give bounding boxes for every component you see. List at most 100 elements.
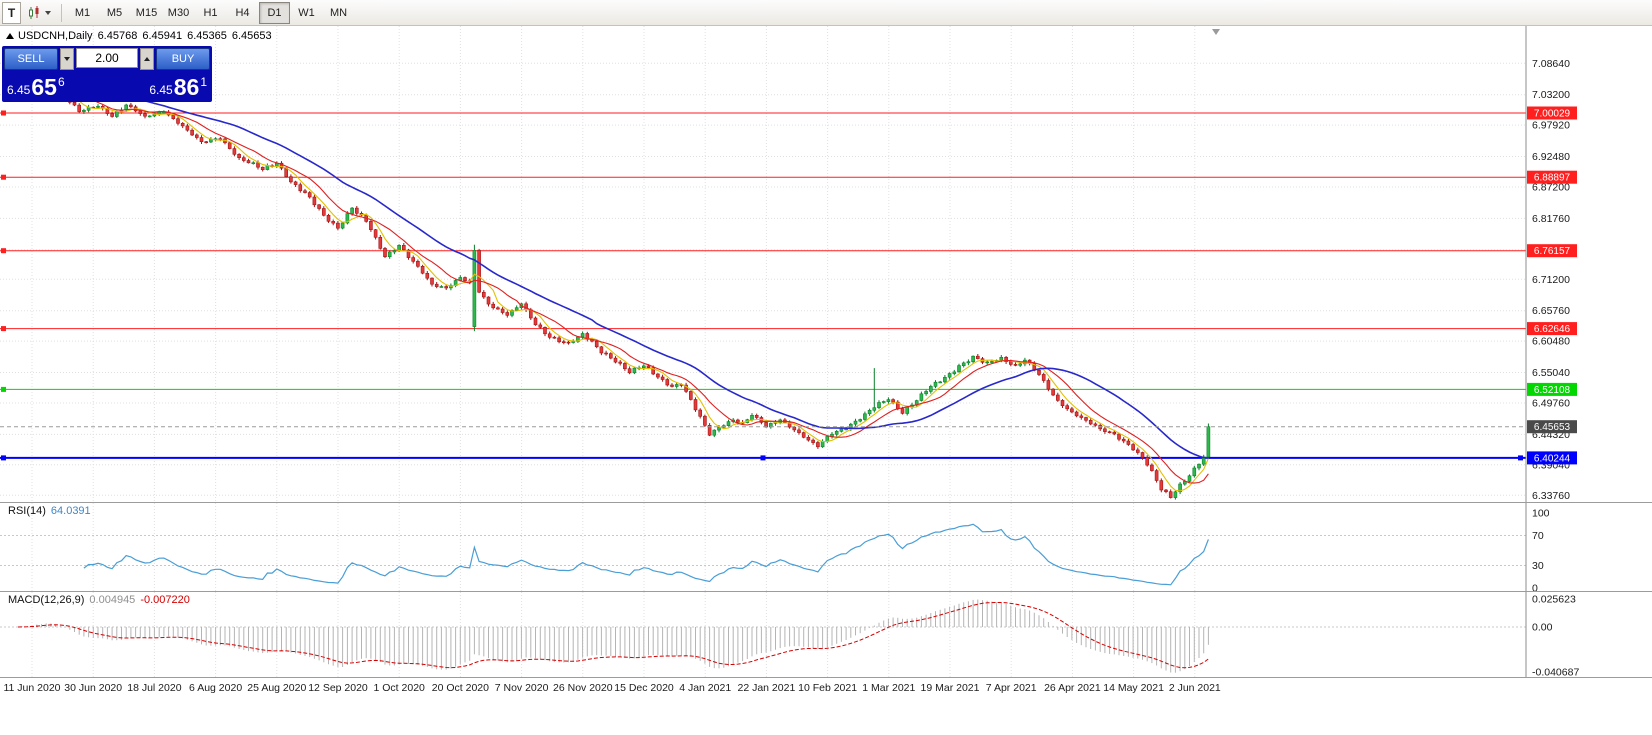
sell-price[interactable]: 6.45 65 6 bbox=[7, 75, 65, 100]
svg-text:-0.040687: -0.040687 bbox=[1532, 666, 1579, 677]
date-label: 22 Jan 2021 bbox=[737, 682, 796, 694]
macd-canvas[interactable]: 0.025623 0.00 -0.040687 bbox=[0, 592, 1652, 677]
hline-price-tag bbox=[1527, 106, 1577, 120]
hline-handle[interactable] bbox=[1, 174, 6, 180]
date-axis[interactable]: 11 Jun 2020 30 Jun 2020 18 Jul 2020 6 Aug 2… bbox=[0, 678, 1652, 700]
timeframe-button-w1[interactable]: W1 bbox=[298, 6, 315, 19]
date-label: 25 Aug 2020 bbox=[247, 682, 307, 694]
chart-tool-button[interactable]: T bbox=[2, 1, 21, 24]
dropdown-caret-icon bbox=[45, 10, 51, 15]
sell-button[interactable]: SELL bbox=[4, 48, 58, 70]
rsi-panel[interactable]: 100 70 30 0 RSI(14) 64.0391 bbox=[0, 503, 1652, 591]
date-label: 26 Apr 2021 bbox=[1044, 682, 1101, 694]
price-scale[interactable]: 7.08640 7.03200 6.97920 6.92480 6.87200 6.817… bbox=[1525, 26, 1577, 502]
date-label: 7 Apr 2021 bbox=[985, 682, 1037, 694]
buy-price-prefix: 6.45 bbox=[149, 83, 173, 97]
rsi-line bbox=[83, 523, 1209, 586]
macd-value: 0.004945 bbox=[89, 594, 136, 606]
svg-text:7.08640: 7.08640 bbox=[1532, 58, 1570, 70]
timeframe-button-m5[interactable]: M5 bbox=[106, 6, 123, 19]
timeframe-button-h4[interactable]: H4 bbox=[235, 6, 250, 19]
volume-increase-button[interactable] bbox=[140, 48, 154, 70]
buy-price-sup: 1 bbox=[200, 75, 207, 89]
volume-input[interactable] bbox=[76, 48, 138, 68]
macd-signal-value: -0.007220 bbox=[140, 594, 190, 606]
svg-text:6.87200: 6.87200 bbox=[1532, 182, 1570, 194]
buy-price-big: 86 bbox=[173, 74, 200, 100]
rsi-header: RSI(14) 64.0391 bbox=[8, 505, 96, 517]
macd-histogram bbox=[22, 599, 1209, 673]
hline-handle[interactable] bbox=[1, 248, 6, 254]
timeframe-button-mn[interactable]: MN bbox=[329, 6, 348, 19]
moving-average-26[interactable] bbox=[135, 97, 1209, 459]
hline-handle[interactable] bbox=[1, 326, 6, 332]
high-value: 6.45941 bbox=[142, 30, 183, 42]
moving-average-5[interactable] bbox=[36, 79, 1209, 492]
macd-title: MACD(12,26,9) bbox=[8, 594, 85, 606]
date-label: 1 Mar 2021 bbox=[862, 682, 916, 694]
down-arrow-icon bbox=[64, 57, 70, 61]
timeframe-button-d1[interactable]: D1 bbox=[259, 1, 290, 24]
volume-decrease-button[interactable] bbox=[60, 48, 74, 70]
date-label: 19 Mar 2021 bbox=[920, 682, 980, 694]
panel-divider[interactable] bbox=[0, 502, 1652, 503]
sell-price-prefix: 6.45 bbox=[7, 83, 31, 97]
timeframe-button-m1[interactable]: M1 bbox=[74, 6, 91, 19]
horizontal-lines[interactable] bbox=[0, 112, 1526, 459]
grid bbox=[0, 26, 1526, 502]
svg-text:6.97920: 6.97920 bbox=[1532, 120, 1570, 132]
symbol-marker-icon bbox=[6, 33, 14, 39]
svg-text:0: 0 bbox=[1532, 583, 1538, 592]
date-label: 30 Jun 2020 bbox=[64, 682, 123, 694]
date-label: 6 Aug 2020 bbox=[189, 682, 243, 694]
svg-text:7.00029: 7.00029 bbox=[1534, 109, 1571, 120]
date-label: 7 Nov 2020 bbox=[494, 682, 549, 694]
rsi-canvas[interactable]: 100 70 30 0 bbox=[0, 503, 1652, 591]
date-label: 11 Jun 2020 bbox=[3, 682, 61, 694]
date-label: 1 Oct 2020 bbox=[373, 682, 425, 694]
svg-text:6.52108: 6.52108 bbox=[1534, 385, 1571, 396]
svg-text:6.49760: 6.49760 bbox=[1532, 398, 1570, 410]
timeframe-button-h1[interactable]: H1 bbox=[203, 6, 218, 19]
moving-average-10[interactable] bbox=[60, 83, 1209, 484]
toolbar: T M1 M5 M15 M30 H1 H4 D1 W1 MN bbox=[0, 0, 1652, 26]
timeframe-button-m15[interactable]: M15 bbox=[135, 6, 158, 19]
svg-text:0.025623: 0.025623 bbox=[1532, 593, 1576, 605]
buy-button[interactable]: BUY bbox=[156, 48, 210, 70]
svg-text:6.45653: 6.45653 bbox=[1534, 422, 1571, 433]
date-label: 20 Oct 2020 bbox=[431, 682, 489, 694]
rsi-value: 64.0391 bbox=[50, 505, 91, 517]
date-label: 14 May 2021 bbox=[1103, 682, 1164, 694]
close-value: 6.45653 bbox=[231, 30, 272, 42]
hline-price-tag bbox=[1527, 451, 1577, 465]
chart-type-button[interactable] bbox=[22, 2, 56, 24]
macd-signal-line bbox=[17, 602, 1209, 669]
up-arrow-icon bbox=[144, 57, 150, 61]
panel-divider bbox=[0, 677, 1652, 678]
hline-handle[interactable] bbox=[1, 455, 6, 461]
panel-divider[interactable] bbox=[0, 591, 1652, 592]
last-price-tag bbox=[1527, 420, 1577, 434]
svg-text:30: 30 bbox=[1532, 560, 1544, 572]
svg-text:6.92480: 6.92480 bbox=[1532, 151, 1570, 163]
timeframe-button-m30[interactable]: M30 bbox=[167, 6, 190, 19]
chart-shift-marker-icon[interactable] bbox=[1212, 29, 1220, 35]
date-label: 2 Jun 2021 bbox=[1168, 682, 1221, 694]
svg-text:6.88897: 6.88897 bbox=[1534, 173, 1571, 184]
svg-text:6.81760: 6.81760 bbox=[1532, 213, 1570, 225]
hline-handle[interactable] bbox=[1, 110, 6, 116]
hline-handle[interactable] bbox=[1, 386, 6, 392]
toolbar-separator bbox=[61, 3, 62, 22]
macd-panel[interactable]: 0.025623 0.00 -0.040687 MACD(12,26,9) 0.004… bbox=[0, 592, 1652, 677]
open-value: 6.45768 bbox=[97, 30, 138, 42]
date-label: 10 Feb 2021 bbox=[798, 682, 858, 694]
date-label: 18 Jul 2020 bbox=[127, 682, 182, 694]
date-label: 15 Dec 2020 bbox=[614, 682, 674, 694]
svg-text:6.55040: 6.55040 bbox=[1532, 367, 1570, 379]
main-chart-panel[interactable]: 7.08640 7.03200 6.97920 6.92480 6.87200 6.817… bbox=[0, 26, 1652, 502]
candlestick-chart-icon bbox=[29, 5, 39, 19]
main-chart-canvas[interactable]: 7.08640 7.03200 6.97920 6.92480 6.87200 6.817… bbox=[0, 26, 1652, 502]
buy-price[interactable]: 6.45 86 1 bbox=[149, 75, 207, 100]
